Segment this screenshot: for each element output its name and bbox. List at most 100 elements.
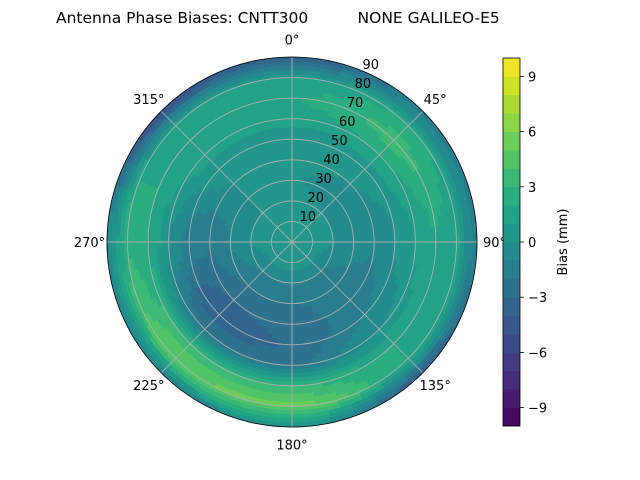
contour-cell (285, 147, 293, 153)
contour-cell (285, 323, 293, 329)
contour-cell (280, 393, 293, 399)
colorbar-band (503, 223, 520, 243)
contour-cell (221, 234, 227, 241)
contour-cell (361, 244, 367, 251)
contour-cell (291, 167, 298, 173)
contour-cell (286, 163, 293, 169)
colorbar-tick-label: −6 (528, 346, 547, 361)
contour-cell (291, 372, 302, 378)
contour-cell (287, 180, 293, 185)
contour-cell (377, 232, 383, 240)
contour-cell (295, 294, 301, 300)
contour-cell (280, 397, 293, 403)
contour-cell (286, 315, 293, 321)
colorbar-band (503, 389, 520, 408)
contour-cell (279, 418, 293, 424)
contour-cell (291, 188, 297, 194)
contour-cell (295, 290, 300, 296)
contour-cell (286, 171, 293, 177)
contour-cell (291, 352, 301, 358)
contour-cell (291, 295, 297, 300)
chart-title: Antenna Phase Biases: CNTT300 NONE GALIL… (56, 9, 500, 27)
contour-cell (280, 81, 293, 87)
colorbar-band (503, 131, 520, 151)
colorbar-band (503, 242, 520, 261)
contour-cell (291, 151, 299, 157)
contour-cell (357, 234, 363, 241)
contour-cell (283, 130, 293, 136)
contour-cell (291, 286, 296, 292)
contour-cell (250, 242, 256, 247)
contour-cell (291, 413, 305, 420)
radial-tick-label: 10 (300, 210, 317, 225)
contour-cell (288, 196, 293, 202)
contour-cell (365, 233, 371, 240)
contour-cell (201, 232, 207, 240)
contour-cell (286, 311, 293, 317)
contour-cell (291, 299, 297, 304)
contour-cell (281, 389, 293, 395)
contour-cell (288, 192, 293, 198)
colorbar-tick-label: 3 (528, 181, 536, 196)
colorbar-tick-label: 0 (528, 236, 536, 251)
contour-cell (357, 243, 363, 250)
radial-tick-label: 80 (355, 77, 372, 92)
polar-grid (107, 57, 477, 427)
contour-cell (291, 175, 297, 181)
contour-cell (291, 327, 299, 333)
contour-cell (287, 303, 293, 309)
contour-cell (291, 377, 303, 383)
contour-cell (291, 336, 300, 341)
contour-cell (279, 60, 293, 66)
contour-cell (365, 244, 371, 251)
contour-cell (238, 243, 244, 248)
contour-cell (282, 110, 293, 116)
radial-tick-label: 50 (331, 134, 348, 149)
contour-cell (282, 368, 293, 374)
contour-cell (285, 155, 293, 161)
contour-cell (242, 243, 248, 248)
contour-cell (328, 237, 334, 242)
radial-tick-label: 70 (347, 96, 364, 111)
contour-cell (291, 64, 305, 71)
contour-cell (291, 106, 302, 112)
contour-cell (283, 122, 293, 128)
colorbar-tick-label: −3 (528, 291, 547, 306)
contour-cell (283, 356, 293, 362)
contour-cell (291, 180, 297, 185)
colorbar-band (503, 205, 520, 224)
contour-cell (291, 397, 304, 403)
contour-cell (294, 286, 300, 292)
angular-tick-label: 225° (133, 379, 164, 394)
contour-cell (291, 315, 298, 321)
contour-cell (284, 336, 293, 341)
contour-cell (285, 327, 293, 333)
contour-cell (217, 233, 223, 240)
contour-cell (291, 290, 297, 296)
contour-cell (291, 60, 305, 66)
contour-cell (286, 167, 293, 173)
contour-cell (279, 69, 293, 75)
contour-cell (213, 244, 219, 251)
contour-cell (291, 85, 304, 91)
contour-cell (285, 159, 293, 165)
contour-cell (344, 235, 350, 241)
colorbar-band (503, 76, 520, 96)
contour-cell (291, 389, 303, 395)
contour-cell (291, 393, 304, 399)
contour-cell (291, 348, 301, 354)
contour-cell (291, 307, 298, 313)
angular-tick-label: 270° (74, 236, 105, 251)
colorbar-band (503, 334, 520, 353)
radial-tick-label: 60 (339, 115, 356, 130)
contour-cell (221, 243, 227, 250)
contour-cell (284, 143, 293, 148)
contour-cell (291, 418, 305, 424)
contour-cell (291, 155, 299, 161)
contour-cell (287, 184, 293, 189)
contour-cell (284, 340, 293, 346)
colorbar: −9 −6 −3 0 3 6 9 (502, 57, 547, 427)
contour-cell (291, 282, 296, 288)
contour-cell (291, 143, 300, 148)
